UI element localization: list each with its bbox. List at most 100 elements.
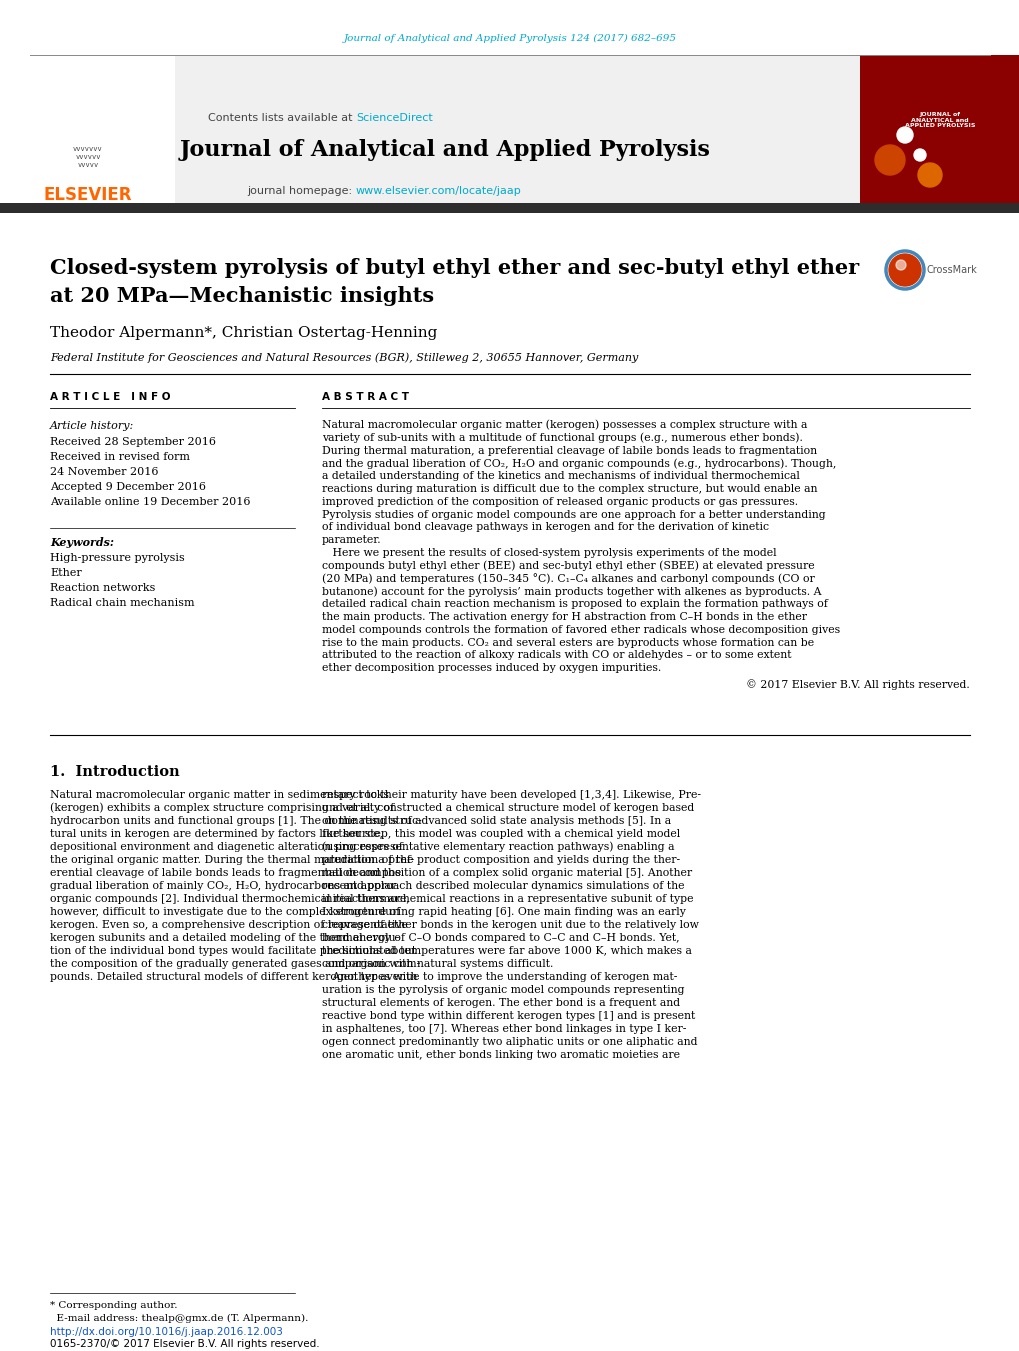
- Circle shape: [917, 163, 942, 186]
- Text: kerogen. Even so, a comprehensive description of representative: kerogen. Even so, a comprehensive descri…: [50, 920, 408, 929]
- Text: Journal of Analytical and Applied Pyrolysis: Journal of Analytical and Applied Pyroly…: [179, 139, 710, 161]
- Text: improved prediction of the composition of released organic products or gas press: improved prediction of the composition o…: [322, 497, 797, 507]
- Text: Ether: Ether: [50, 567, 82, 578]
- Text: Received in revised form: Received in revised form: [50, 453, 190, 462]
- Text: respect to their maturity have been developed [1,3,4]. Likewise, Pre-: respect to their maturity have been deve…: [322, 790, 700, 800]
- Text: Contents lists available at: Contents lists available at: [208, 113, 356, 123]
- Text: Reaction networks: Reaction networks: [50, 584, 155, 593]
- Text: prediction of the product composition and yields during the ther-: prediction of the product composition an…: [322, 855, 680, 865]
- Text: gradual liberation of mainly CO₂, H₂O, hydrocarbons and polar: gradual liberation of mainly CO₂, H₂O, h…: [50, 881, 395, 892]
- Text: structural elements of kerogen. The ether bond is a frequent and: structural elements of kerogen. The ethe…: [322, 998, 680, 1008]
- Text: comparison with natural systems difficult.: comparison with natural systems difficul…: [322, 959, 553, 969]
- Text: of individual bond cleavage pathways in kerogen and for the derivation of kineti: of individual bond cleavage pathways in …: [322, 523, 768, 532]
- Bar: [859, 55, 1019, 205]
- Text: www.elsevier.com/locate/jaap: www.elsevier.com/locate/jaap: [356, 186, 522, 196]
- Text: mal decomposition of a complex solid organic material [5]. Another: mal decomposition of a complex solid org…: [322, 867, 692, 878]
- Circle shape: [913, 149, 925, 161]
- Text: ogen connect predominantly two aliphatic units or one aliphatic and: ogen connect predominantly two aliphatic…: [322, 1038, 697, 1047]
- Bar: [0, 55, 175, 205]
- Text: rise to the main products. CO₂ and several esters are byproducts whose formation: rise to the main products. CO₂ and sever…: [322, 638, 813, 647]
- Text: Here we present the results of closed-system pyrolysis experiments of the model: Here we present the results of closed-sy…: [322, 549, 775, 558]
- Text: parameter.: parameter.: [322, 535, 381, 546]
- Text: Pyrolysis studies of organic model compounds are one approach for a better under: Pyrolysis studies of organic model compo…: [322, 509, 824, 520]
- Text: Natural macromolecular organic matter in sedimentary rocks: Natural macromolecular organic matter in…: [50, 790, 388, 800]
- Text: JOURNAL of
ANALYTICAL and
APPLIED PYROLYSIS: JOURNAL of ANALYTICAL and APPLIED PYROLY…: [904, 112, 974, 128]
- Text: attributed to the reaction of alkoxy radicals with CO or aldehydes – or to some : attributed to the reaction of alkoxy rad…: [322, 650, 791, 661]
- Text: Article history:: Article history:: [50, 422, 135, 431]
- Text: Available online 19 December 2016: Available online 19 December 2016: [50, 497, 251, 507]
- Text: vvvvvv: vvvvvv: [75, 154, 101, 159]
- Text: Accepted 9 December 2016: Accepted 9 December 2016: [50, 482, 206, 492]
- Text: cleavage of ether bonds in the kerogen unit due to the relatively low: cleavage of ether bonds in the kerogen u…: [322, 920, 698, 929]
- Text: During thermal maturation, a preferential cleavage of labile bonds leads to frag: During thermal maturation, a preferentia…: [322, 446, 816, 455]
- Text: ELSEVIER: ELSEVIER: [44, 186, 132, 204]
- Text: detailed radical chain reaction mechanism is proposed to explain the formation p: detailed radical chain reaction mechanis…: [322, 600, 827, 609]
- Text: ScienceDirect: ScienceDirect: [356, 113, 432, 123]
- Text: I kerogen during rapid heating [6]. One main finding was an early: I kerogen during rapid heating [6]. One …: [322, 907, 685, 917]
- Text: the composition of the gradually generated gases and organic com-: the composition of the gradually generat…: [50, 959, 420, 969]
- Text: one aromatic unit, ether bonds linking two aromatic moieties are: one aromatic unit, ether bonds linking t…: [322, 1050, 680, 1061]
- Text: hydrocarbon units and functional groups [1]. The dominating struc-: hydrocarbon units and functional groups …: [50, 816, 421, 825]
- Circle shape: [874, 145, 904, 176]
- Text: bond energy of C–O bonds compared to C–C and C–H bonds. Yet,: bond energy of C–O bonds compared to C–C…: [322, 934, 679, 943]
- Circle shape: [896, 127, 912, 143]
- Text: initial thermochemical reactions in a representative subunit of type: initial thermochemical reactions in a re…: [322, 894, 693, 904]
- Text: in asphaltenes, too [7]. Whereas ether bond linkages in type I ker-: in asphaltenes, too [7]. Whereas ether b…: [322, 1024, 686, 1034]
- Text: Journal of Analytical and Applied Pyrolysis 124 (2017) 682–695: Journal of Analytical and Applied Pyroly…: [343, 34, 676, 43]
- Text: Received 28 September 2016: Received 28 September 2016: [50, 436, 216, 447]
- Text: depositional environment and diagenetic alteration processes of: depositional environment and diagenetic …: [50, 842, 403, 852]
- Text: © 2017 Elsevier B.V. All rights reserved.: © 2017 Elsevier B.V. All rights reserved…: [746, 680, 969, 690]
- Text: vvvvv: vvvvv: [77, 162, 99, 168]
- Text: High-pressure pyrolysis: High-pressure pyrolysis: [50, 553, 184, 563]
- Text: Theodor Alpermann*, Christian Ostertag-Henning: Theodor Alpermann*, Christian Ostertag-H…: [50, 326, 437, 340]
- Text: CrossMark: CrossMark: [926, 265, 977, 276]
- Circle shape: [889, 254, 920, 286]
- Circle shape: [895, 259, 905, 270]
- Text: recent approach described molecular dynamics simulations of the: recent approach described molecular dyna…: [322, 881, 684, 892]
- Text: Closed-system pyrolysis of butyl ethyl ether and sec-butyl ethyl ether: Closed-system pyrolysis of butyl ethyl e…: [50, 258, 858, 278]
- Text: und et al. constructed a chemical structure model of kerogen based: und et al. constructed a chemical struct…: [322, 802, 694, 813]
- Text: ether decomposition processes induced by oxygen impurities.: ether decomposition processes induced by…: [322, 663, 660, 673]
- Text: the original organic matter. During the thermal maturation a pref-: the original organic matter. During the …: [50, 855, 414, 865]
- Text: however, difficult to investigate due to the complex structure of: however, difficult to investigate due to…: [50, 907, 399, 917]
- Text: A B S T R A C T: A B S T R A C T: [322, 392, 409, 403]
- Text: pounds. Detailed structural models of different kerogen types with: pounds. Detailed structural models of di…: [50, 971, 417, 982]
- Text: variety of sub-units with a multitude of functional groups (e.g., numerous ether: variety of sub-units with a multitude of…: [322, 432, 802, 443]
- Text: organic compounds [2]. Individual thermochemical reactions are,: organic compounds [2]. Individual thermo…: [50, 894, 410, 904]
- Text: tural units in kerogen are determined by factors like source,: tural units in kerogen are determined by…: [50, 830, 382, 839]
- Text: vvvvvvv: vvvvvvv: [73, 146, 103, 153]
- Text: uration is the pyrolysis of organic model compounds representing: uration is the pyrolysis of organic mode…: [322, 985, 684, 994]
- Bar: [0, 203, 1019, 213]
- Text: reactions during maturation is difficult due to the complex structure, but would: reactions during maturation is difficult…: [322, 484, 816, 494]
- Text: Natural macromolecular organic matter (kerogen) possesses a complex structure wi: Natural macromolecular organic matter (k…: [322, 420, 807, 430]
- Text: (using representative elementary reaction pathways) enabling a: (using representative elementary reactio…: [322, 842, 674, 852]
- Text: 1.  Introduction: 1. Introduction: [50, 765, 179, 780]
- Text: Radical chain mechanism: Radical chain mechanism: [50, 598, 195, 608]
- Text: (kerogen) exhibits a complex structure comprising a variety of: (kerogen) exhibits a complex structure c…: [50, 802, 394, 813]
- Text: 24 November 2016: 24 November 2016: [50, 467, 158, 477]
- Text: Federal Institute for Geosciences and Natural Resources (BGR), Stilleweg 2, 3065: Federal Institute for Geosciences and Na…: [50, 353, 638, 363]
- Text: E-mail address: thealp@gmx.de (T. Alpermann).: E-mail address: thealp@gmx.de (T. Alperm…: [50, 1313, 308, 1323]
- Text: and the gradual liberation of CO₂, H₂O and organic compounds (e.g., hydrocarbons: and the gradual liberation of CO₂, H₂O a…: [322, 458, 836, 469]
- Text: model compounds controls the formation of favored ether radicals whose decomposi: model compounds controls the formation o…: [322, 624, 840, 635]
- Text: on the results of advanced solid state analysis methods [5]. In a: on the results of advanced solid state a…: [322, 816, 671, 825]
- Text: butanone) account for the pyrolysis’ main products together with alkenes as bypr: butanone) account for the pyrolysis’ mai…: [322, 586, 820, 597]
- Text: a detailed understanding of the kinetics and mechanisms of individual thermochem: a detailed understanding of the kinetics…: [322, 471, 799, 481]
- Text: further step, this model was coupled with a chemical yield model: further step, this model was coupled wit…: [322, 830, 680, 839]
- Text: reactive bond type within different kerogen types [1] and is present: reactive bond type within different kero…: [322, 1011, 695, 1021]
- Text: http://dx.doi.org/10.1016/j.jaap.2016.12.003: http://dx.doi.org/10.1016/j.jaap.2016.12…: [50, 1327, 282, 1337]
- Text: (20 MPa) and temperatures (150–345 °C). C₁–C₄ alkanes and carbonyl compounds (CO: (20 MPa) and temperatures (150–345 °C). …: [322, 573, 814, 584]
- Text: A R T I C L E   I N F O: A R T I C L E I N F O: [50, 392, 170, 403]
- Text: at 20 MPa—Mechanistic insights: at 20 MPa—Mechanistic insights: [50, 286, 434, 305]
- Text: the main products. The activation energy for H abstraction from C–H bonds in the: the main products. The activation energy…: [322, 612, 806, 621]
- Text: * Corresponding author.: * Corresponding author.: [50, 1301, 177, 1309]
- Text: compounds butyl ethyl ether (BEE) and sec-butyl ethyl ether (SBEE) at elevated p: compounds butyl ethyl ether (BEE) and se…: [322, 561, 814, 571]
- Text: tion of the individual bond types would facilitate predictions about: tion of the individual bond types would …: [50, 946, 416, 957]
- Text: Keywords:: Keywords:: [50, 536, 114, 547]
- Bar: [0, 55, 1019, 205]
- Text: erential cleavage of labile bonds leads to fragmentation and the: erential cleavage of labile bonds leads …: [50, 867, 400, 878]
- Text: Another avenue to improve the understanding of kerogen mat-: Another avenue to improve the understand…: [322, 971, 677, 982]
- Text: journal homepage:: journal homepage:: [248, 186, 356, 196]
- Text: kerogen subunits and a detailed modeling of the thermal evolu-: kerogen subunits and a detailed modeling…: [50, 934, 398, 943]
- Text: the simulated temperatures were far above 1000 K, which makes a: the simulated temperatures were far abov…: [322, 946, 691, 957]
